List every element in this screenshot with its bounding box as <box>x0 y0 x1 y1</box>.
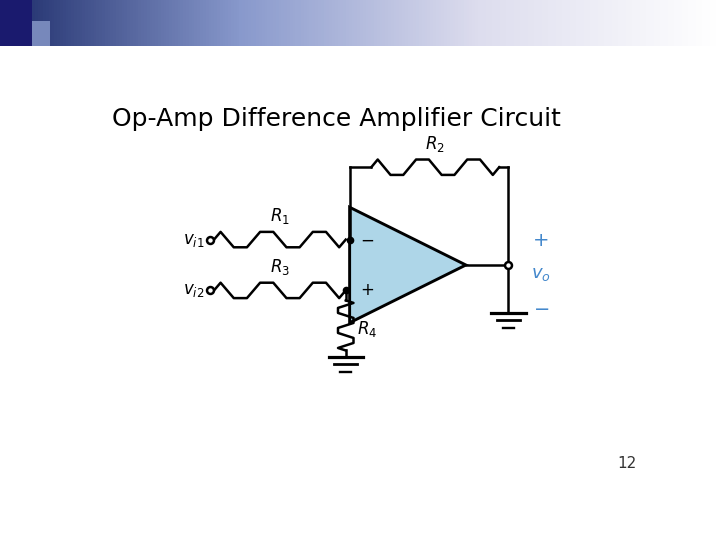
Text: 12: 12 <box>617 456 636 471</box>
Text: $R_1$: $R_1$ <box>270 206 290 226</box>
Text: $v_{i1}$: $v_{i1}$ <box>184 231 204 248</box>
Text: $+$: $+$ <box>359 281 374 299</box>
Bar <box>32 21 50 46</box>
Bar <box>0 0 32 46</box>
Text: $R_2$: $R_2$ <box>426 134 445 154</box>
Text: $-$: $-$ <box>359 231 374 248</box>
Text: $R_3$: $R_3$ <box>270 256 290 276</box>
Text: +: + <box>533 231 549 250</box>
Text: $v_o$: $v_o$ <box>531 265 551 284</box>
Text: Op-Amp Difference Amplifier Circuit: Op-Amp Difference Amplifier Circuit <box>112 107 561 131</box>
Polygon shape <box>350 207 466 323</box>
Text: $R_4$: $R_4$ <box>357 319 377 339</box>
Text: $-$: $-$ <box>533 298 549 317</box>
Text: $v_{i2}$: $v_{i2}$ <box>184 281 204 299</box>
